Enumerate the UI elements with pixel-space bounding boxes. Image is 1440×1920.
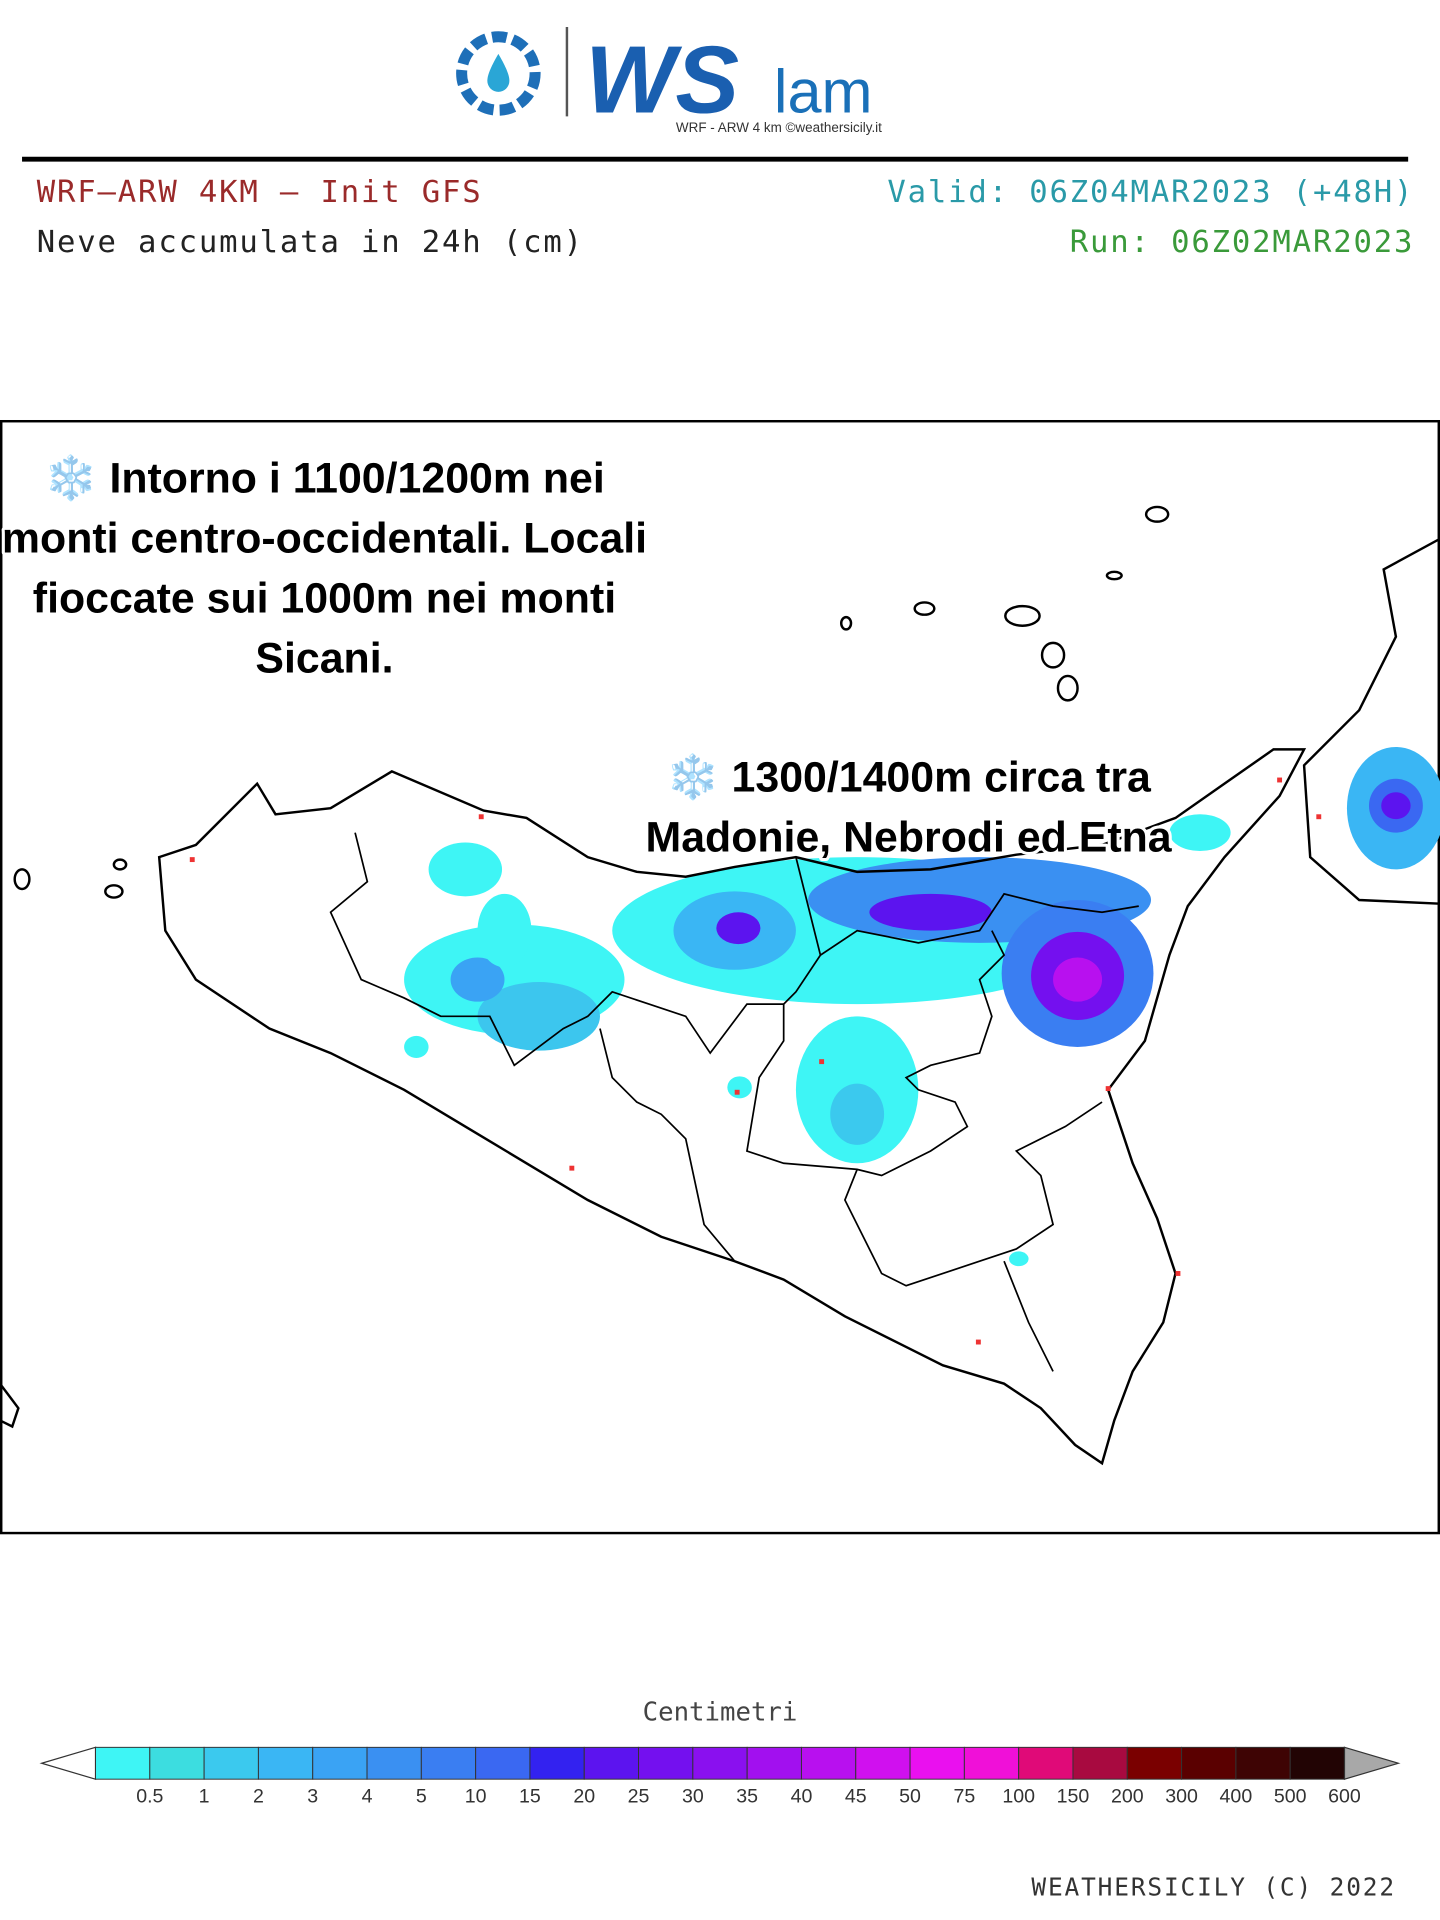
legend-tick-label: 4 bbox=[362, 1785, 373, 1807]
legend-swatch bbox=[1018, 1746, 1074, 1780]
logo-tagline: WRF - ARW 4 km ©weathersicily.it bbox=[676, 120, 882, 135]
legend-tick-label: 600 bbox=[1328, 1785, 1361, 1807]
legend-tick-label: 30 bbox=[682, 1785, 704, 1807]
legend-tick-label: 200 bbox=[1111, 1785, 1144, 1807]
legend-swatch bbox=[1126, 1746, 1183, 1780]
annotation-line: ❄️ 1300/1400m circa tra bbox=[666, 752, 1152, 801]
legend-tick-label: 0.5 bbox=[136, 1785, 163, 1807]
annotation-line: Madonie, Nebrodi ed Etna bbox=[646, 813, 1173, 861]
legend-swatch bbox=[855, 1746, 911, 1780]
legend-tick-label: 500 bbox=[1274, 1785, 1307, 1807]
legend-swatch bbox=[149, 1746, 205, 1780]
legend-tick-label: 150 bbox=[1057, 1785, 1090, 1807]
legend-tick-label: 25 bbox=[628, 1785, 650, 1807]
legend-tick-label: 5 bbox=[416, 1785, 427, 1807]
legend-swatch bbox=[95, 1746, 151, 1780]
legend-tick-label: 75 bbox=[953, 1785, 975, 1807]
annotations: ❄️ Intorno i 1100/1200m nei monti centro-… bbox=[0, 450, 1176, 864]
legend-swatch bbox=[963, 1746, 1020, 1780]
legend-tick-label: 1 bbox=[199, 1785, 210, 1807]
legend-tick-label: 3 bbox=[307, 1785, 318, 1807]
city-markers bbox=[189, 777, 1322, 1345]
legend-swatch bbox=[257, 1746, 314, 1780]
legend-swatch bbox=[475, 1746, 531, 1780]
legend-over-arrow bbox=[1343, 1746, 1401, 1781]
logo-suffix: lam bbox=[774, 58, 873, 126]
logo-brand: WS bbox=[585, 28, 739, 134]
legend-swatch bbox=[1235, 1746, 1291, 1780]
legend-tick-label: 300 bbox=[1165, 1785, 1198, 1807]
legend-swatch bbox=[909, 1746, 965, 1780]
legend-swatch bbox=[1181, 1746, 1237, 1780]
legend-swatch bbox=[692, 1746, 748, 1780]
legend-swatch bbox=[529, 1746, 585, 1780]
legend-tick-label: 15 bbox=[519, 1785, 541, 1807]
legend-swatch bbox=[1289, 1746, 1345, 1780]
snow-field bbox=[404, 746, 1440, 1267]
legend-tick-label: 45 bbox=[845, 1785, 867, 1807]
legend: 0.5 1 2 3 4 5 10 15 20 25 30 35 40 45 50 75 100 150 200 300… bbox=[39, 1746, 1401, 1807]
legend-swatch bbox=[366, 1746, 422, 1780]
logo: WS lam WRF - ARW 4 km ©weathersicily.it bbox=[456, 26, 882, 135]
legend-tick-label: 10 bbox=[465, 1785, 487, 1807]
legend-tick-label: 20 bbox=[573, 1785, 595, 1807]
legend-tick-label: 2 bbox=[253, 1785, 264, 1807]
legend-tick-label: 400 bbox=[1220, 1785, 1253, 1807]
legend-swatch bbox=[420, 1746, 477, 1780]
legend-tick-label: 100 bbox=[1002, 1785, 1035, 1807]
legend-swatch bbox=[312, 1746, 368, 1780]
legend-swatch bbox=[1072, 1746, 1128, 1780]
legend-swatch bbox=[203, 1746, 259, 1780]
valid-label: Valid: 06Z04MAR2023 (+48H) bbox=[887, 175, 1414, 210]
annotation-line: monti centro-occidentali. Locali bbox=[2, 515, 647, 563]
run-label: Run: 06Z02MAR2023 bbox=[1070, 225, 1415, 260]
legend-swatch bbox=[746, 1746, 802, 1780]
annotation-line: Sicani. bbox=[255, 635, 393, 683]
legend-swatch bbox=[800, 1746, 857, 1780]
legend-tick-label: 40 bbox=[791, 1785, 813, 1807]
legend-title: Centimetri bbox=[643, 1697, 798, 1727]
legend-swatch bbox=[583, 1746, 640, 1780]
annotation-line: fioccate sui 1000m nei monti bbox=[33, 575, 616, 623]
field-label: Neve accumulata in 24h (cm) bbox=[37, 225, 584, 260]
model-label: WRF–ARW 4KM – Init GFS bbox=[37, 175, 483, 210]
map: ❄️ Intorno i 1100/1200m nei monti centro-… bbox=[0, 420, 1440, 1535]
legend-tick-label: 50 bbox=[899, 1785, 921, 1807]
annotation-line: ❄️ Intorno i 1100/1200m nei bbox=[44, 454, 605, 503]
legend-tick-label: 35 bbox=[736, 1785, 758, 1807]
legend-swatch bbox=[638, 1746, 694, 1780]
legend-under-arrow bbox=[39, 1746, 97, 1781]
footer: WEATHERSICILY (C) 2022 bbox=[1031, 1873, 1396, 1902]
